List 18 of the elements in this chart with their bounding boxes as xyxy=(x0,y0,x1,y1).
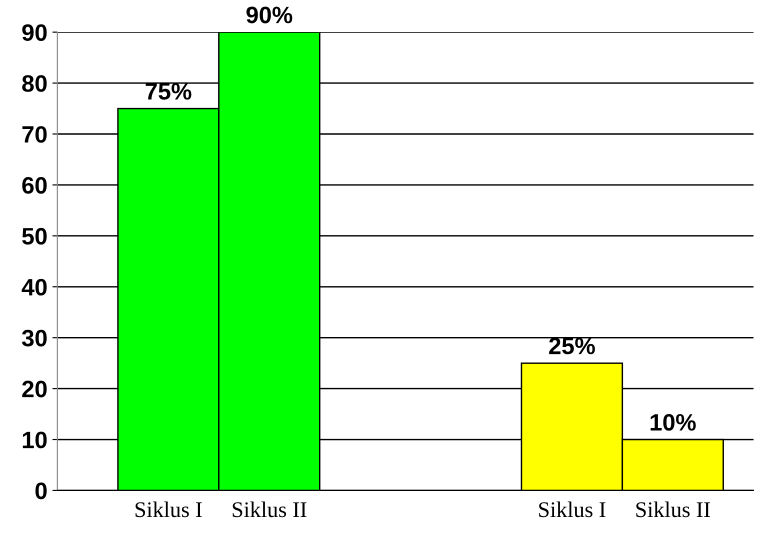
y-tick-label: 40 xyxy=(22,278,47,296)
y-tick-label: 50 xyxy=(22,228,47,245)
y-tick-label: 20 xyxy=(22,380,47,398)
y-tick-label: 70 xyxy=(22,126,47,143)
x-tick-label: Siklus I xyxy=(539,502,606,518)
data-label: 90% xyxy=(246,6,292,24)
x-tick-label: Siklus II xyxy=(232,502,306,518)
y-tick-label: 30 xyxy=(22,330,47,346)
y-tick-label: 80 xyxy=(22,75,47,92)
data-label: 75% xyxy=(146,83,192,100)
x-tick-label: Siklus I xyxy=(136,502,202,518)
y-tick-label: 90 xyxy=(22,24,47,41)
x-tick-label: Siklus II xyxy=(636,502,710,518)
data-label: 25% xyxy=(549,338,595,354)
y-tick-label: 10 xyxy=(22,432,47,448)
y-tick-label: 60 xyxy=(22,176,47,194)
data-label: 10% xyxy=(650,414,696,431)
y-tick-label: 0 xyxy=(35,482,47,500)
